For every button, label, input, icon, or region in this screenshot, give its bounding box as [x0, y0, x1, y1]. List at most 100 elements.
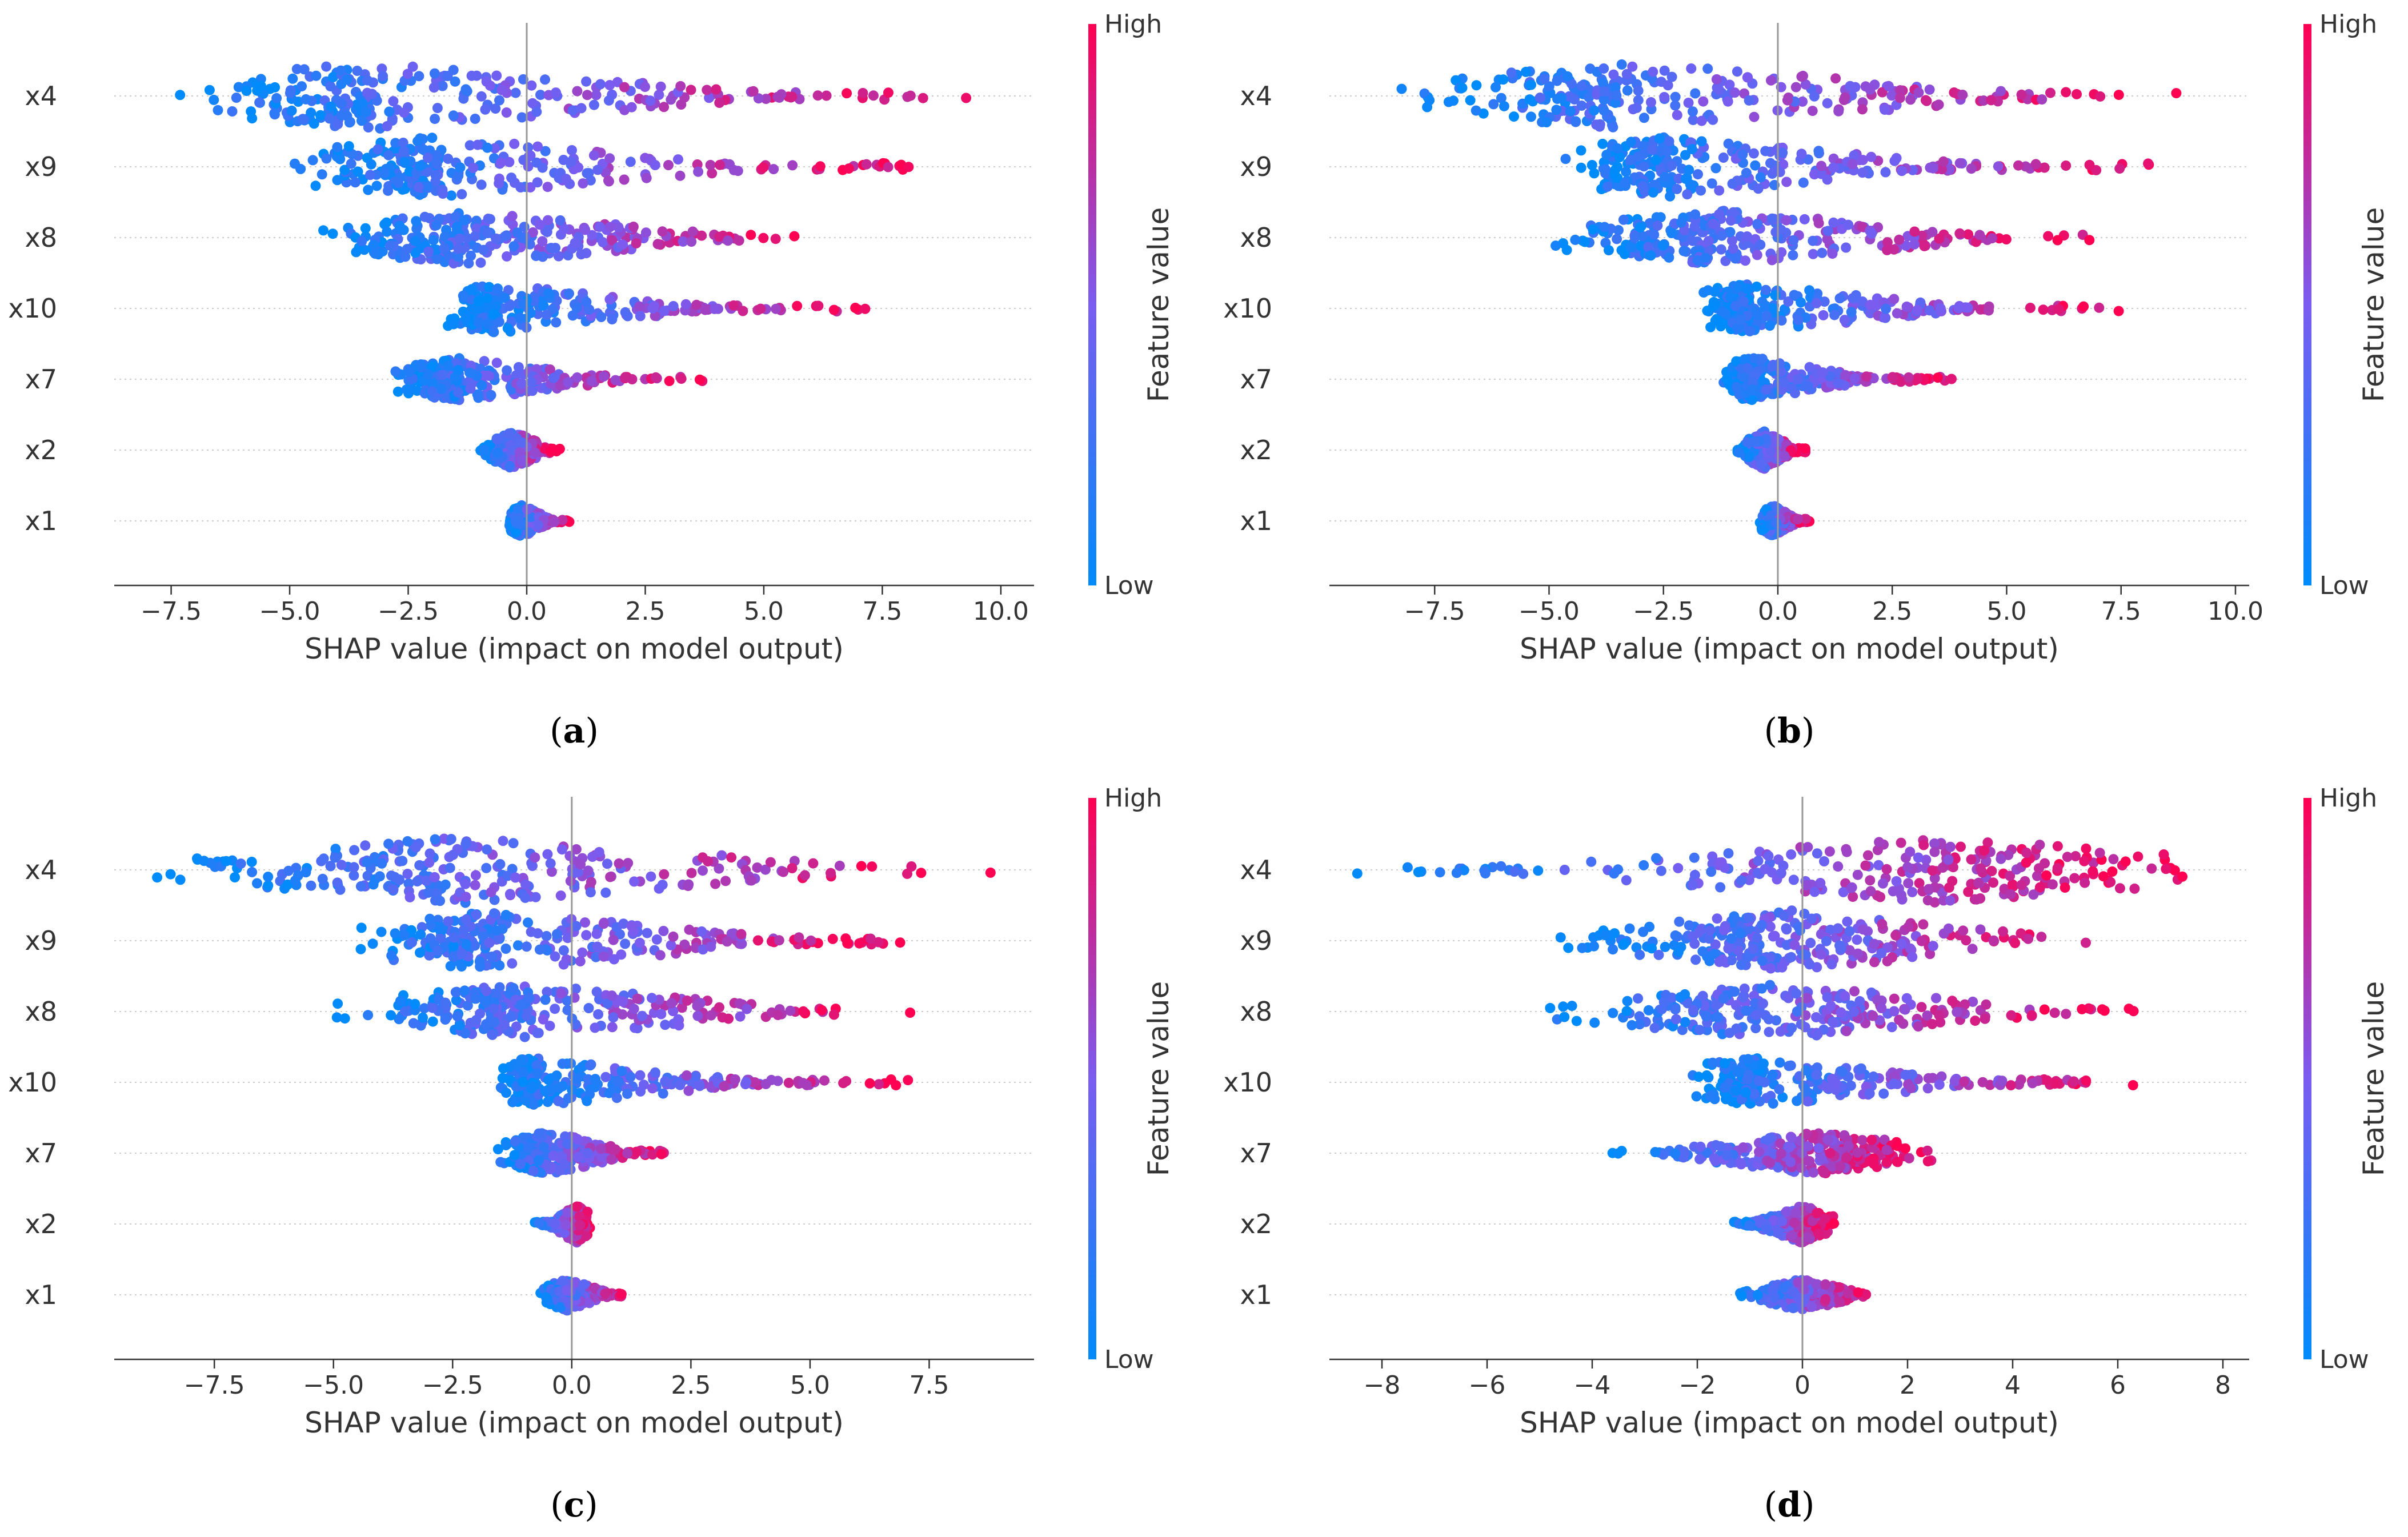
shap-dot [460, 892, 471, 902]
shap-dot [710, 878, 721, 889]
shap-dot [783, 1077, 794, 1088]
shap-dot [576, 249, 587, 260]
shap-dot [1700, 252, 1711, 263]
shap-dot [808, 858, 819, 869]
dots-x4 [175, 61, 972, 134]
shap-dot [498, 1063, 508, 1074]
shap-dot [534, 219, 545, 230]
shap-dot [427, 386, 438, 397]
shap-dot [481, 862, 492, 873]
shap-dot [443, 154, 454, 164]
shap-dot [1541, 117, 1552, 127]
shap-dot [1586, 160, 1597, 170]
shap-dot [1760, 146, 1771, 156]
shap-dot [1889, 294, 1900, 304]
shap-dot [339, 164, 350, 175]
shap-dot [1986, 95, 1997, 106]
shap-dot [1690, 209, 1701, 220]
shap-dot [654, 90, 664, 101]
shap-dot [325, 81, 336, 92]
shap-dot [489, 1017, 500, 1028]
shap-dot [1817, 247, 1828, 258]
shap-dot [813, 300, 824, 311]
shap-dot [683, 1085, 694, 1096]
shap-dot [658, 926, 669, 936]
shap-dot [1560, 154, 1571, 164]
shap-dot [524, 993, 535, 1004]
shap-dot [1631, 102, 1642, 113]
shap-dot [306, 880, 316, 891]
shap-dot [453, 251, 463, 262]
shap-dot [1889, 155, 1900, 166]
shap-dot [555, 890, 566, 901]
shap-dot [843, 163, 854, 174]
shap-dot [582, 90, 592, 101]
shap-dot [415, 947, 425, 958]
shap-dot [580, 224, 591, 235]
shap-dot [1602, 181, 1613, 192]
shap-dot [1735, 314, 1746, 325]
shap-dot [542, 227, 552, 238]
shap-dot [650, 160, 660, 170]
shap-dot [634, 301, 645, 312]
shap-dot [459, 215, 470, 226]
shap-dot [489, 908, 499, 919]
dots-x7 [1718, 353, 1957, 406]
shap-dot [614, 1077, 624, 1087]
shap-dot [498, 836, 508, 846]
shap-dot [768, 164, 779, 175]
shap-dot [1682, 189, 1693, 200]
shap-dot [1496, 93, 1506, 103]
shap-dot [645, 95, 656, 106]
shap-dot [495, 859, 506, 869]
shap-dot [895, 937, 905, 948]
shap-dot [1614, 152, 1625, 162]
shap-dot [1666, 71, 1677, 82]
shap-dot [1737, 149, 1748, 160]
shap-dot [575, 956, 586, 966]
dots-x2 [1732, 426, 1810, 474]
shap-dot [821, 90, 832, 101]
shap-dot [864, 1078, 875, 1089]
shap-dot [1693, 169, 1703, 180]
shap-dot [524, 527, 535, 538]
shap-dot [1744, 95, 1754, 106]
shap-dot [402, 836, 413, 846]
shap-dot [1576, 81, 1587, 91]
shap-dot [663, 160, 674, 170]
shap-dot [370, 248, 380, 259]
shap-dot [698, 865, 708, 876]
shap-dot [241, 86, 252, 97]
shap-dot [1978, 95, 1989, 106]
shap-dot [448, 110, 459, 121]
shap-dot [1576, 145, 1586, 156]
shap-dot [516, 378, 527, 389]
feature-label-x9: x9 [25, 151, 58, 182]
shap-dot [1732, 323, 1743, 334]
shap-dot [1744, 451, 1754, 462]
shap-dot [1839, 315, 1850, 326]
shap-dot [686, 85, 696, 95]
shap-dot [490, 143, 500, 154]
shap-dot [1666, 228, 1677, 238]
shap-dot [578, 178, 588, 189]
shap-dot [666, 998, 677, 1009]
x-tick-label: 2.5 [625, 597, 665, 626]
shap-dot [704, 93, 715, 103]
shap-dot [450, 987, 461, 998]
feature-label-x4: x4 [25, 854, 58, 885]
shap-dot [1847, 159, 1858, 170]
shap-dot [393, 178, 404, 188]
shap-dot [506, 172, 517, 183]
shap-dot [770, 234, 781, 244]
shap-dot [1881, 303, 1892, 314]
shap-dot [619, 82, 630, 93]
shap-dot [714, 1002, 724, 1013]
shap-dot [1880, 105, 1890, 115]
shap-dot [772, 91, 783, 102]
shap-dot [332, 142, 343, 153]
shap-dot [556, 988, 567, 999]
shap-dot [1761, 284, 1771, 295]
shap-dot [327, 228, 338, 239]
shap-dot [1776, 315, 1787, 326]
